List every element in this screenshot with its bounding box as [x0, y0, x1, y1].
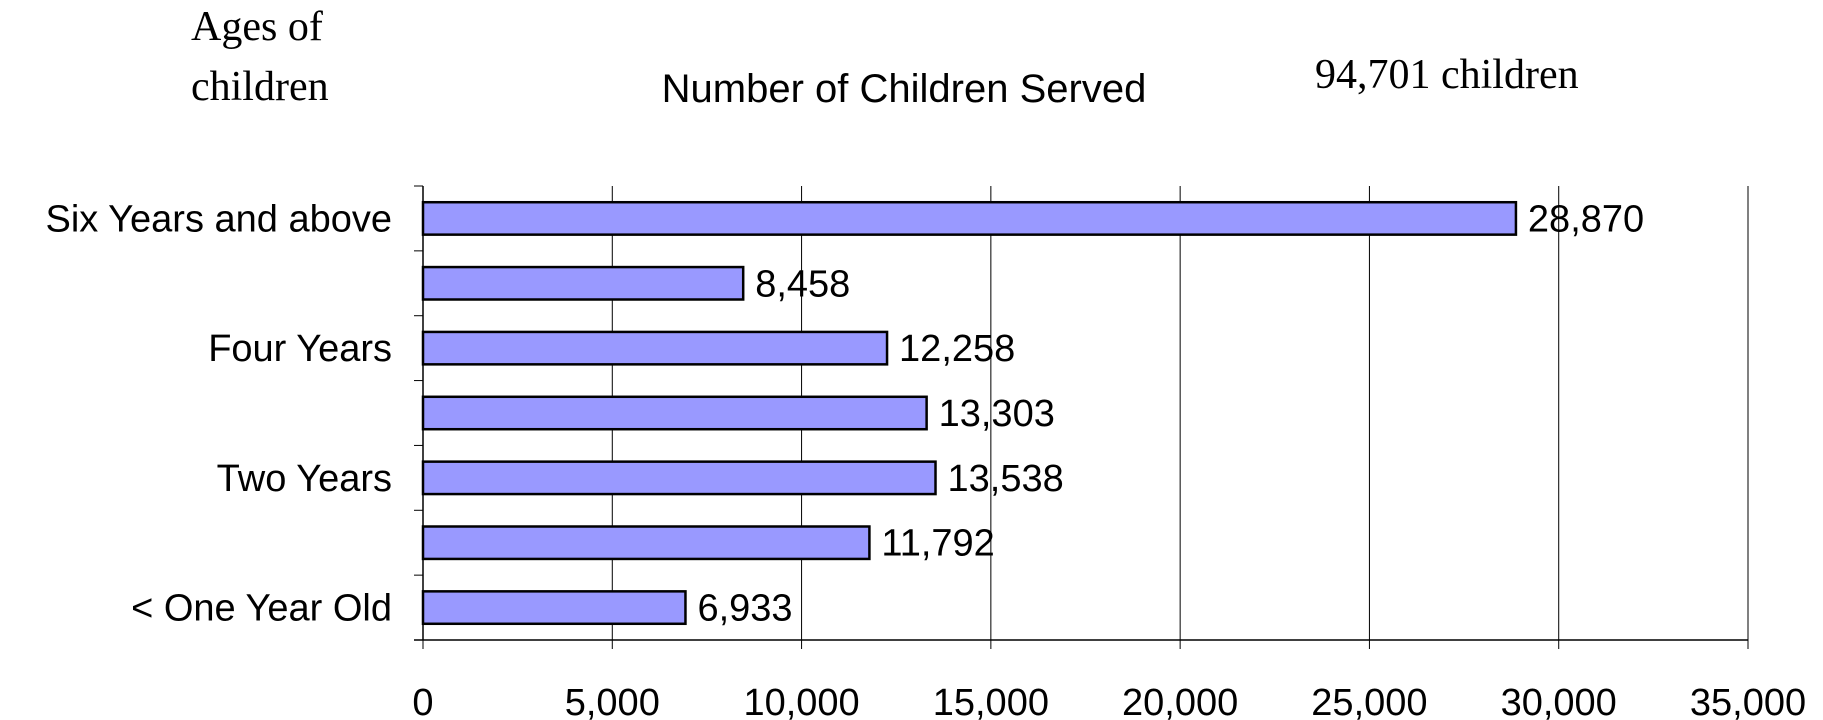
bars: [421, 200, 1518, 626]
bar-value-label: 12,258: [899, 328, 1015, 370]
value-labels: 6,933 11,792 13,538 13,303 12,258 8,458 28,870: [697, 198, 1644, 629]
total-children-label: 94,701 children: [1315, 52, 1579, 98]
bar-value-label: 8,458: [755, 263, 850, 305]
x-tick-label: 25,000: [1311, 682, 1427, 720]
x-tick-label: 15,000: [933, 682, 1049, 720]
x-tick-labels: 0 5,000 10,000 15,000 20,000 25,000 30,000 35,0…: [412, 682, 1806, 720]
x-tick-label: 10,000: [743, 682, 859, 720]
category-labels: < One Year Old Two Years Four Years Six Yea…: [46, 198, 393, 629]
bar: [421, 330, 889, 366]
bar: [421, 590, 687, 626]
bar: [421, 525, 871, 561]
bar-value-label: 28,870: [1528, 198, 1644, 240]
category-label: Six Years and above: [46, 198, 393, 240]
category-axis-title-line1: Ages of: [191, 4, 323, 50]
x-tick-label: 5,000: [565, 682, 660, 720]
bar: [421, 460, 937, 496]
x-tick-label: 30,000: [1501, 682, 1617, 720]
bar: [421, 200, 1518, 236]
x-tick-label: 0: [412, 682, 433, 720]
bar: [421, 395, 928, 431]
bar-value-label: 13,303: [939, 393, 1055, 435]
bar-value-label: 13,538: [948, 458, 1064, 500]
x-tick-label: 35,000: [1690, 682, 1806, 720]
chart-title: Number of Children Served: [662, 67, 1147, 111]
category-axis-title-line2: children: [191, 64, 329, 110]
category-label: Four Years: [208, 328, 392, 370]
x-tick-label: 20,000: [1122, 682, 1238, 720]
bar: [421, 265, 745, 301]
bar-value-label: 11,792: [881, 523, 994, 565]
bar-value-label: 6,933: [697, 588, 792, 630]
category-label: Two Years: [217, 458, 392, 500]
category-label: < One Year Old: [131, 588, 392, 630]
gridlines: [611, 186, 1749, 640]
